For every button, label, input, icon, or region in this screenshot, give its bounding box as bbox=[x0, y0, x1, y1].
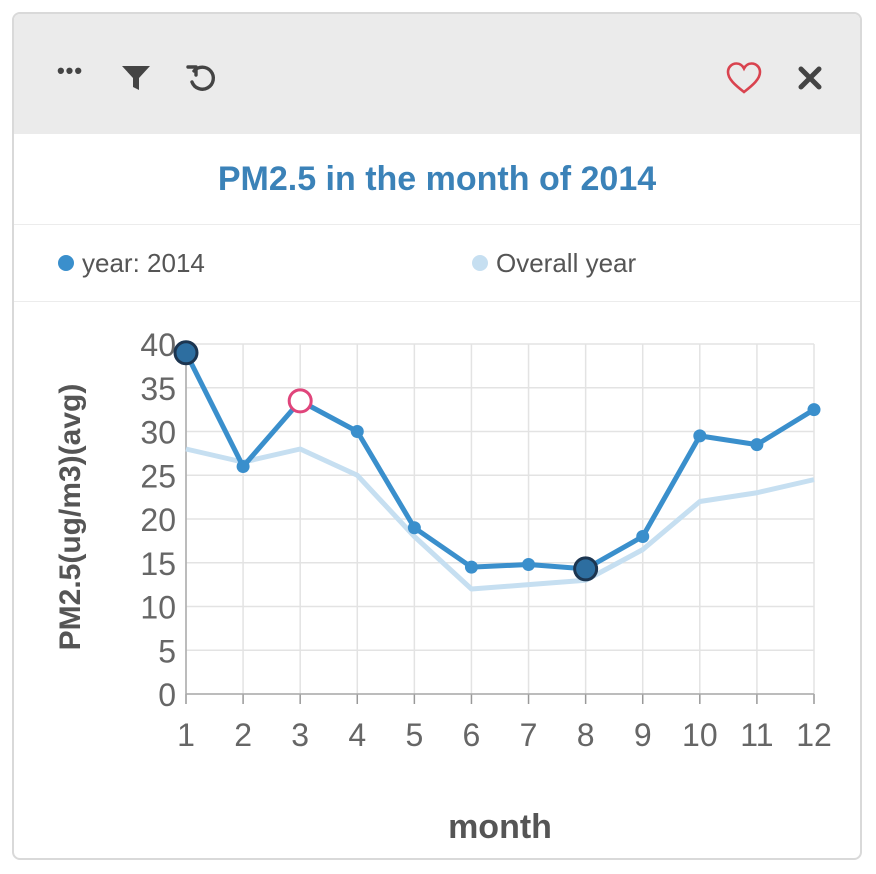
x-tick-label-4: 4 bbox=[348, 717, 366, 753]
heart-icon bbox=[726, 62, 762, 94]
legend-item-year-2014[interactable]: year: 2014 bbox=[58, 225, 205, 301]
legend: year: 2014 Overall year bbox=[14, 225, 860, 302]
x-tick-label-8: 8 bbox=[577, 717, 595, 753]
x-tick-label-9: 9 bbox=[634, 717, 652, 753]
y-tick-label-5: 5 bbox=[158, 633, 176, 669]
x-tick-label-10: 10 bbox=[682, 717, 718, 753]
more-button[interactable]: ••• bbox=[44, 52, 96, 104]
data-point-year-2014-month-8 bbox=[573, 556, 599, 582]
data-point-year-2014-month-6 bbox=[464, 560, 478, 574]
x-tick-label-12: 12 bbox=[796, 717, 832, 753]
x-tick-label-6: 6 bbox=[463, 717, 481, 753]
data-point-year-2014-month-1 bbox=[173, 340, 199, 366]
legend-label-overall-year: Overall year bbox=[496, 247, 637, 278]
filter-icon bbox=[122, 66, 150, 90]
favorite-button[interactable] bbox=[718, 52, 770, 104]
x-tick-label-7: 7 bbox=[520, 717, 538, 753]
toolbar: ••• bbox=[14, 14, 860, 134]
legend-item-overall-year[interactable]: Overall year bbox=[472, 225, 636, 301]
data-point-year-2014-month-4 bbox=[350, 425, 364, 438]
data-point-year-2014-month-9 bbox=[636, 530, 650, 543]
x-tick-label-2: 2 bbox=[234, 717, 252, 753]
x-tick-label-11: 11 bbox=[740, 717, 773, 753]
data-point-year-2014-month-10 bbox=[693, 429, 707, 443]
y-tick-label-10: 10 bbox=[140, 590, 176, 626]
y-tick-label-40: 40 bbox=[140, 327, 176, 363]
y-tick-label-15: 15 bbox=[140, 546, 176, 582]
x-axis-title: month bbox=[448, 808, 552, 846]
y-tick-label-30: 30 bbox=[140, 415, 176, 451]
y-tick-label-0: 0 bbox=[158, 677, 176, 713]
data-point-year-2014-month-7 bbox=[522, 558, 536, 571]
more-icon: ••• bbox=[56, 58, 84, 83]
series-line-year-2014 bbox=[183, 351, 816, 572]
data-point-year-2014-month-5 bbox=[407, 521, 421, 535]
legend-label-year-2014: year: 2014 bbox=[82, 247, 205, 278]
legend-marker-overall-year bbox=[472, 255, 488, 271]
series-line-overall-year bbox=[185, 446, 815, 592]
chart-card: ••• PM2.5 in the month of 2014 bbox=[12, 12, 862, 860]
filter-button[interactable] bbox=[110, 52, 162, 104]
y-axis-title: PM2.5(ug/m3)(avg) bbox=[54, 384, 87, 651]
data-point-year-2014-month-12 bbox=[807, 403, 821, 417]
data-point-year-2014-month-3 bbox=[287, 388, 313, 414]
data-point-year-2014-month-2 bbox=[236, 460, 250, 473]
x-tick-label-1: 1 bbox=[177, 717, 195, 753]
data-point-year-2014-month-11 bbox=[750, 438, 764, 452]
reset-button[interactable] bbox=[176, 52, 228, 104]
chart-title-bar: PM2.5 in the month of 2014 bbox=[14, 134, 860, 225]
y-tick-label-25: 25 bbox=[140, 458, 176, 494]
y-tick-label-20: 20 bbox=[140, 502, 176, 538]
close-button[interactable] bbox=[784, 52, 836, 104]
chart-title: PM2.5 in the month of 2014 bbox=[217, 159, 657, 198]
y-tick-label-35: 35 bbox=[140, 371, 176, 407]
x-tick-label-5: 5 bbox=[405, 717, 423, 753]
reset-icon bbox=[186, 65, 215, 91]
legend-marker-year-2014 bbox=[58, 255, 74, 271]
x-tick-label-3: 3 bbox=[291, 717, 309, 753]
close-icon bbox=[798, 66, 822, 90]
